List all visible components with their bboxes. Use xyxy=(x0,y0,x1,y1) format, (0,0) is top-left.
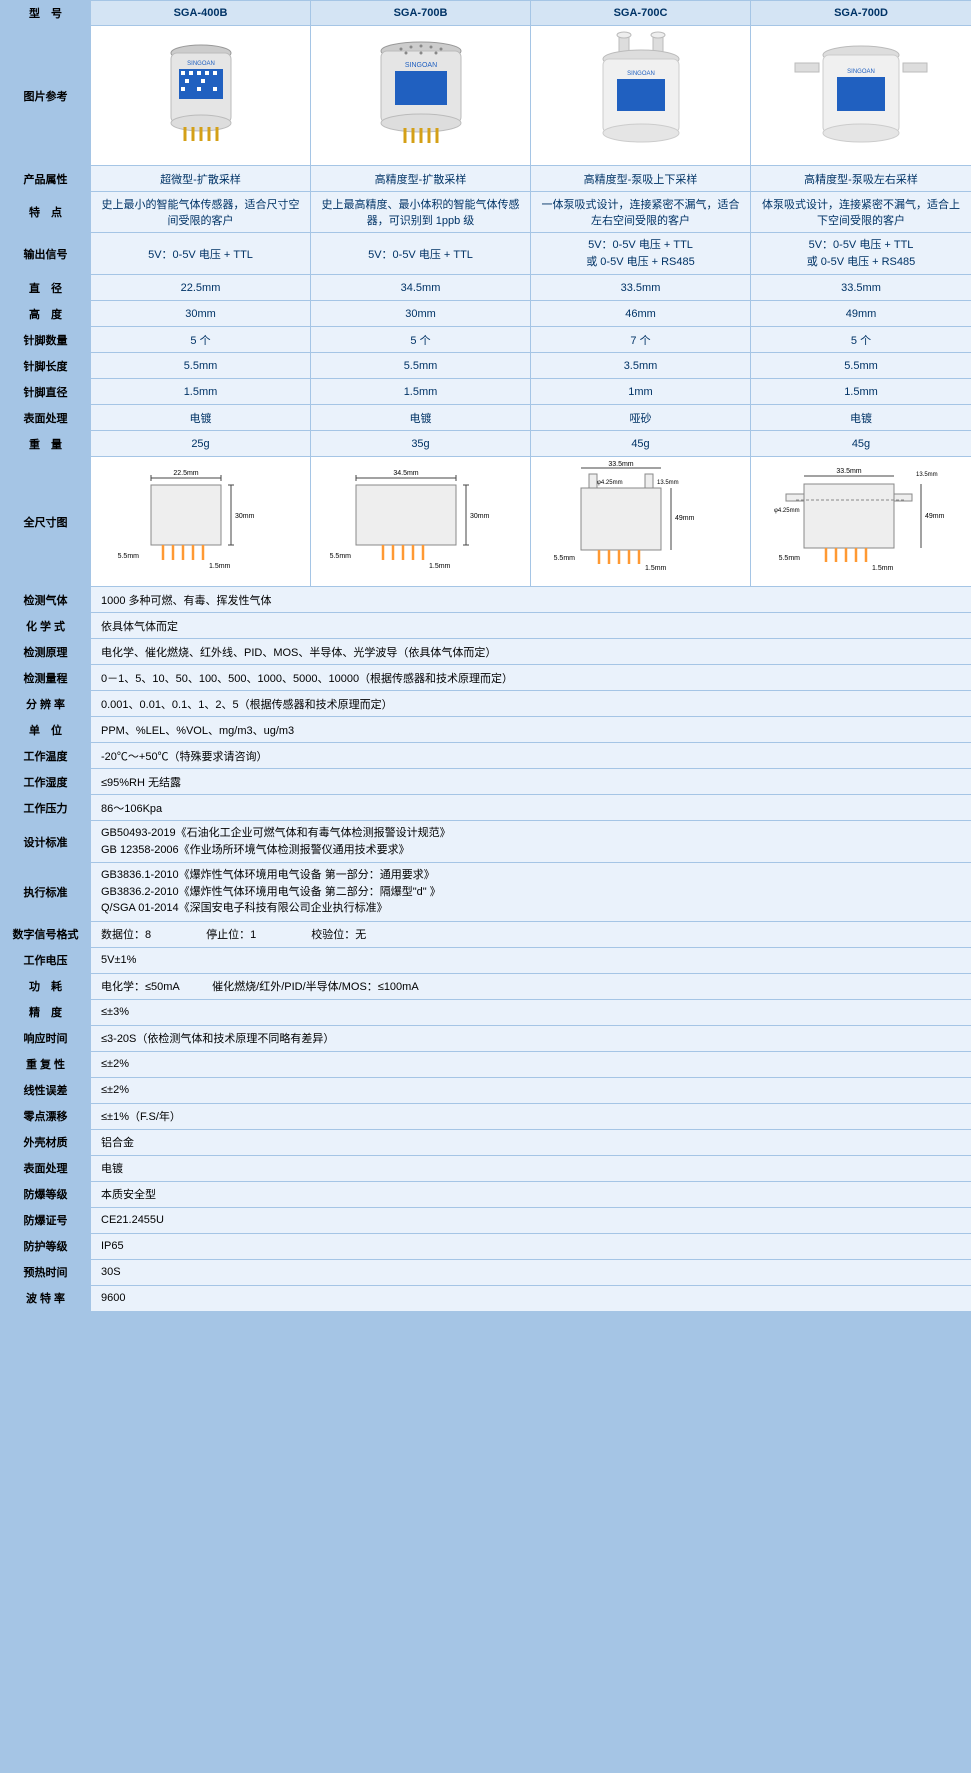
svg-text:1.5mm: 1.5mm xyxy=(429,563,451,570)
svg-text:33.5mm: 33.5mm xyxy=(608,461,633,468)
dim-700c: 33.5mm φ4.25mm 13.5mm 49mm 5.5mm 1.5mm xyxy=(531,457,751,587)
row-repeat: 重 复 性≤±2% xyxy=(1,1051,971,1077)
svg-text:34.5mm: 34.5mm xyxy=(393,470,418,477)
row-pinlen: 针脚长度 5.5mm 5.5mm 3.5mm 5.5mm xyxy=(1,353,971,379)
row-dim: 全尺寸图 22.5mm 30mm 5.5mm 1.5mm 34.5mm xyxy=(1,457,971,587)
row-design: 设计标准 GB50493-2019《石油化工企业可燃气体和有毒气体检测报警设计规… xyxy=(1,821,971,863)
svg-text:30mm: 30mm xyxy=(235,513,255,520)
svg-text:49mm: 49mm xyxy=(925,513,945,520)
spec-table: 型 号 SGA-400B SGA-700B SGA-700C SGA-700D … xyxy=(0,0,971,1312)
svg-text:5.5mm: 5.5mm xyxy=(117,553,139,560)
row-baud: 波 特 率9600 xyxy=(1,1285,971,1311)
row-principle: 检测原理电化学、催化燃烧、红外线、PID、MOS、半导体、光学波导（依具体气体而… xyxy=(1,639,971,665)
svg-text:1.5mm: 1.5mm xyxy=(645,565,667,572)
row-volt: 工作电压5V±1% xyxy=(1,947,971,973)
svg-text:5.5mm: 5.5mm xyxy=(329,553,351,560)
svg-text:1.5mm: 1.5mm xyxy=(872,565,894,572)
dim-700b: 34.5mm 30mm 5.5mm 1.5mm xyxy=(311,457,531,587)
row-pincount: 针脚数量 5 个 5 个 7 个 5 个 xyxy=(1,327,971,353)
row-attr: 产品属性 超微型-扩散采样 高精度型-扩散采样 高精度型-泵吸上下采样 高精度型… xyxy=(1,166,971,192)
svg-text:SINGOAN: SINGOAN xyxy=(187,61,215,67)
row-exgrade: 防爆等级本质安全型 xyxy=(1,1181,971,1207)
dim-400b: 22.5mm 30mm 5.5mm 1.5mm xyxy=(91,457,311,587)
svg-text:30mm: 30mm xyxy=(470,513,490,520)
col-700d: SGA-700D xyxy=(751,1,971,26)
svg-text:SINGOAN: SINGOAN xyxy=(847,69,875,75)
out-700d-a: 5V：0-5V 电压 + TTL xyxy=(809,239,914,251)
row-surface1: 表面处理 电镀 电镀 哑砂 电镀 xyxy=(1,405,971,431)
row-formula: 化 学 式依具体气体而定 xyxy=(1,613,971,639)
svg-text:1.5mm: 1.5mm xyxy=(209,563,231,570)
row-surface2: 表面处理电镀 xyxy=(1,1155,971,1181)
label-dimimg: 全尺寸图 xyxy=(1,457,91,587)
row-linear: 线性误差≤±2% xyxy=(1,1077,971,1103)
svg-text:SINGOAN: SINGOAN xyxy=(627,71,655,77)
col-400b: SGA-400B xyxy=(91,1,311,26)
dim-700d: 33.5mm 13.5mm φ4.25mm 49mm 5.5mm 1.5mm xyxy=(751,457,971,587)
row-resolution: 分 辨 率0.001、0.01、0.1、1、2、5（根据传感器和技术原理而定） xyxy=(1,691,971,717)
img-700b: SINGOAN xyxy=(311,26,531,166)
svg-text:49mm: 49mm xyxy=(675,515,695,522)
col-700b: SGA-700B xyxy=(311,1,531,26)
design-l1: GB50493-2019《石油化工企业可燃气体和有毒气体检测报警设计规范》 xyxy=(101,827,451,839)
svg-text:φ4.25mm: φ4.25mm xyxy=(774,508,800,514)
row-gas: 检测气体1000 多种可燃、有毒、挥发性气体 xyxy=(1,587,971,613)
img-700c: SINGOAN xyxy=(531,26,751,166)
row-unit: 单 位PPM、%LEL、%VOL、mg/m3、ug/m3 xyxy=(1,717,971,743)
img-700d: SINGOAN xyxy=(751,26,971,166)
svg-text:33.5mm: 33.5mm xyxy=(836,468,861,475)
row-exec: 执行标准 GB3836.1-2010《爆炸性气体环境用电气设备 第一部分：通用要… xyxy=(1,863,971,922)
row-pindia: 针脚直径 1.5mm 1.5mm 1mm 1.5mm xyxy=(1,379,971,405)
label-imgref: 图片参考 xyxy=(1,26,91,166)
row-shell: 外壳材质铝合金 xyxy=(1,1129,971,1155)
svg-text:φ4.25mm: φ4.25mm xyxy=(597,480,623,486)
row-weight: 重 量 25g 35g 45g 45g xyxy=(1,431,971,457)
row-ip: 防护等级IP65 xyxy=(1,1233,971,1259)
row-drift: 零点漂移≤±1%（F.S/年） xyxy=(1,1103,971,1129)
exec-l1: GB3836.1-2010《爆炸性气体环境用电气设备 第一部分：通用要求》 xyxy=(101,869,435,881)
row-humid: 工作湿度≤95%RH 无结露 xyxy=(1,769,971,795)
row-accuracy: 精 度≤±3% xyxy=(1,999,971,1025)
img-400b: SINGOAN xyxy=(91,26,311,166)
row-range: 检测量程0－1、5、10、50、100、500、1000、5000、10000（… xyxy=(1,665,971,691)
row-output: 输出信号 5V：0-5V 电压 + TTL 5V：0-5V 电压 + TTL 5… xyxy=(1,233,971,275)
svg-text:13.5mm: 13.5mm xyxy=(657,480,679,486)
exec-l3: Q/SGA 01-2014《深国安电子科技有限公司企业执行标准》 xyxy=(101,902,388,914)
row-diameter: 直 径 22.5mm 34.5mm 33.5mm 33.5mm xyxy=(1,275,971,301)
out-700c-b: 或 0-5V 电压 + RS485 xyxy=(586,256,695,268)
out-700d-b: 或 0-5V 电压 + RS485 xyxy=(807,256,916,268)
row-pressure: 工作压力86～106Kpa xyxy=(1,795,971,821)
svg-text:SINGOAN: SINGOAN xyxy=(404,62,436,69)
row-response: 响应时间≤3-20S（依检测气体和技术原理不同略有差异） xyxy=(1,1025,971,1051)
design-l2: GB 12358-2006《作业场所环境气体检测报警仪通用技术要求》 xyxy=(101,844,410,856)
svg-text:5.5mm: 5.5mm xyxy=(779,555,801,562)
svg-text:5.5mm: 5.5mm xyxy=(553,555,575,562)
row-excert: 防爆证号CE21.2455U xyxy=(1,1207,971,1233)
col-700c: SGA-700C xyxy=(531,1,751,26)
row-preheat: 预热时间30S xyxy=(1,1259,971,1285)
exec-l2: GB3836.2-2010《爆炸性气体环境用电气设备 第二部分：隔爆型"d" 》 xyxy=(101,886,441,898)
col-model-label: 型 号 xyxy=(1,1,91,26)
row-temp: 工作温度-20℃～+50℃（特殊要求请咨询） xyxy=(1,743,971,769)
row-power: 功 耗电化学：≤50mA 催化燃烧/红外/PID/半导体/MOS：≤100mA xyxy=(1,973,971,999)
row-height: 高 度 30mm 30mm 46mm 49mm xyxy=(1,301,971,327)
header-row: 型 号 SGA-400B SGA-700B SGA-700C SGA-700D xyxy=(1,1,971,26)
svg-text:13.5mm: 13.5mm xyxy=(916,472,938,478)
svg-text:22.5mm: 22.5mm xyxy=(173,470,198,477)
row-feature: 特 点 史上最小的智能气体传感器，适合尺寸空间受限的客户 史上最高精度、最小体积… xyxy=(1,192,971,233)
row-image: 图片参考 SINGOAN SINGOAN xyxy=(1,26,971,166)
row-digital: 数字信号格式数据位：8 停止位：1 校验位：无 xyxy=(1,921,971,947)
out-700c-a: 5V：0-5V 电压 + TTL xyxy=(588,239,693,251)
